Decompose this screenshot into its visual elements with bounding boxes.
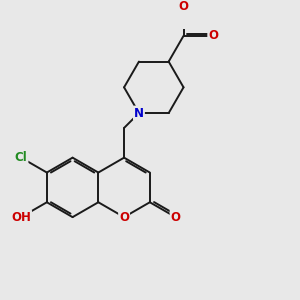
Text: O: O	[119, 211, 129, 224]
Text: O: O	[208, 29, 218, 42]
Text: Cl: Cl	[15, 151, 28, 164]
Text: N: N	[134, 106, 144, 120]
Text: OH: OH	[11, 211, 31, 224]
Text: O: O	[178, 0, 188, 13]
Text: O: O	[171, 211, 181, 224]
